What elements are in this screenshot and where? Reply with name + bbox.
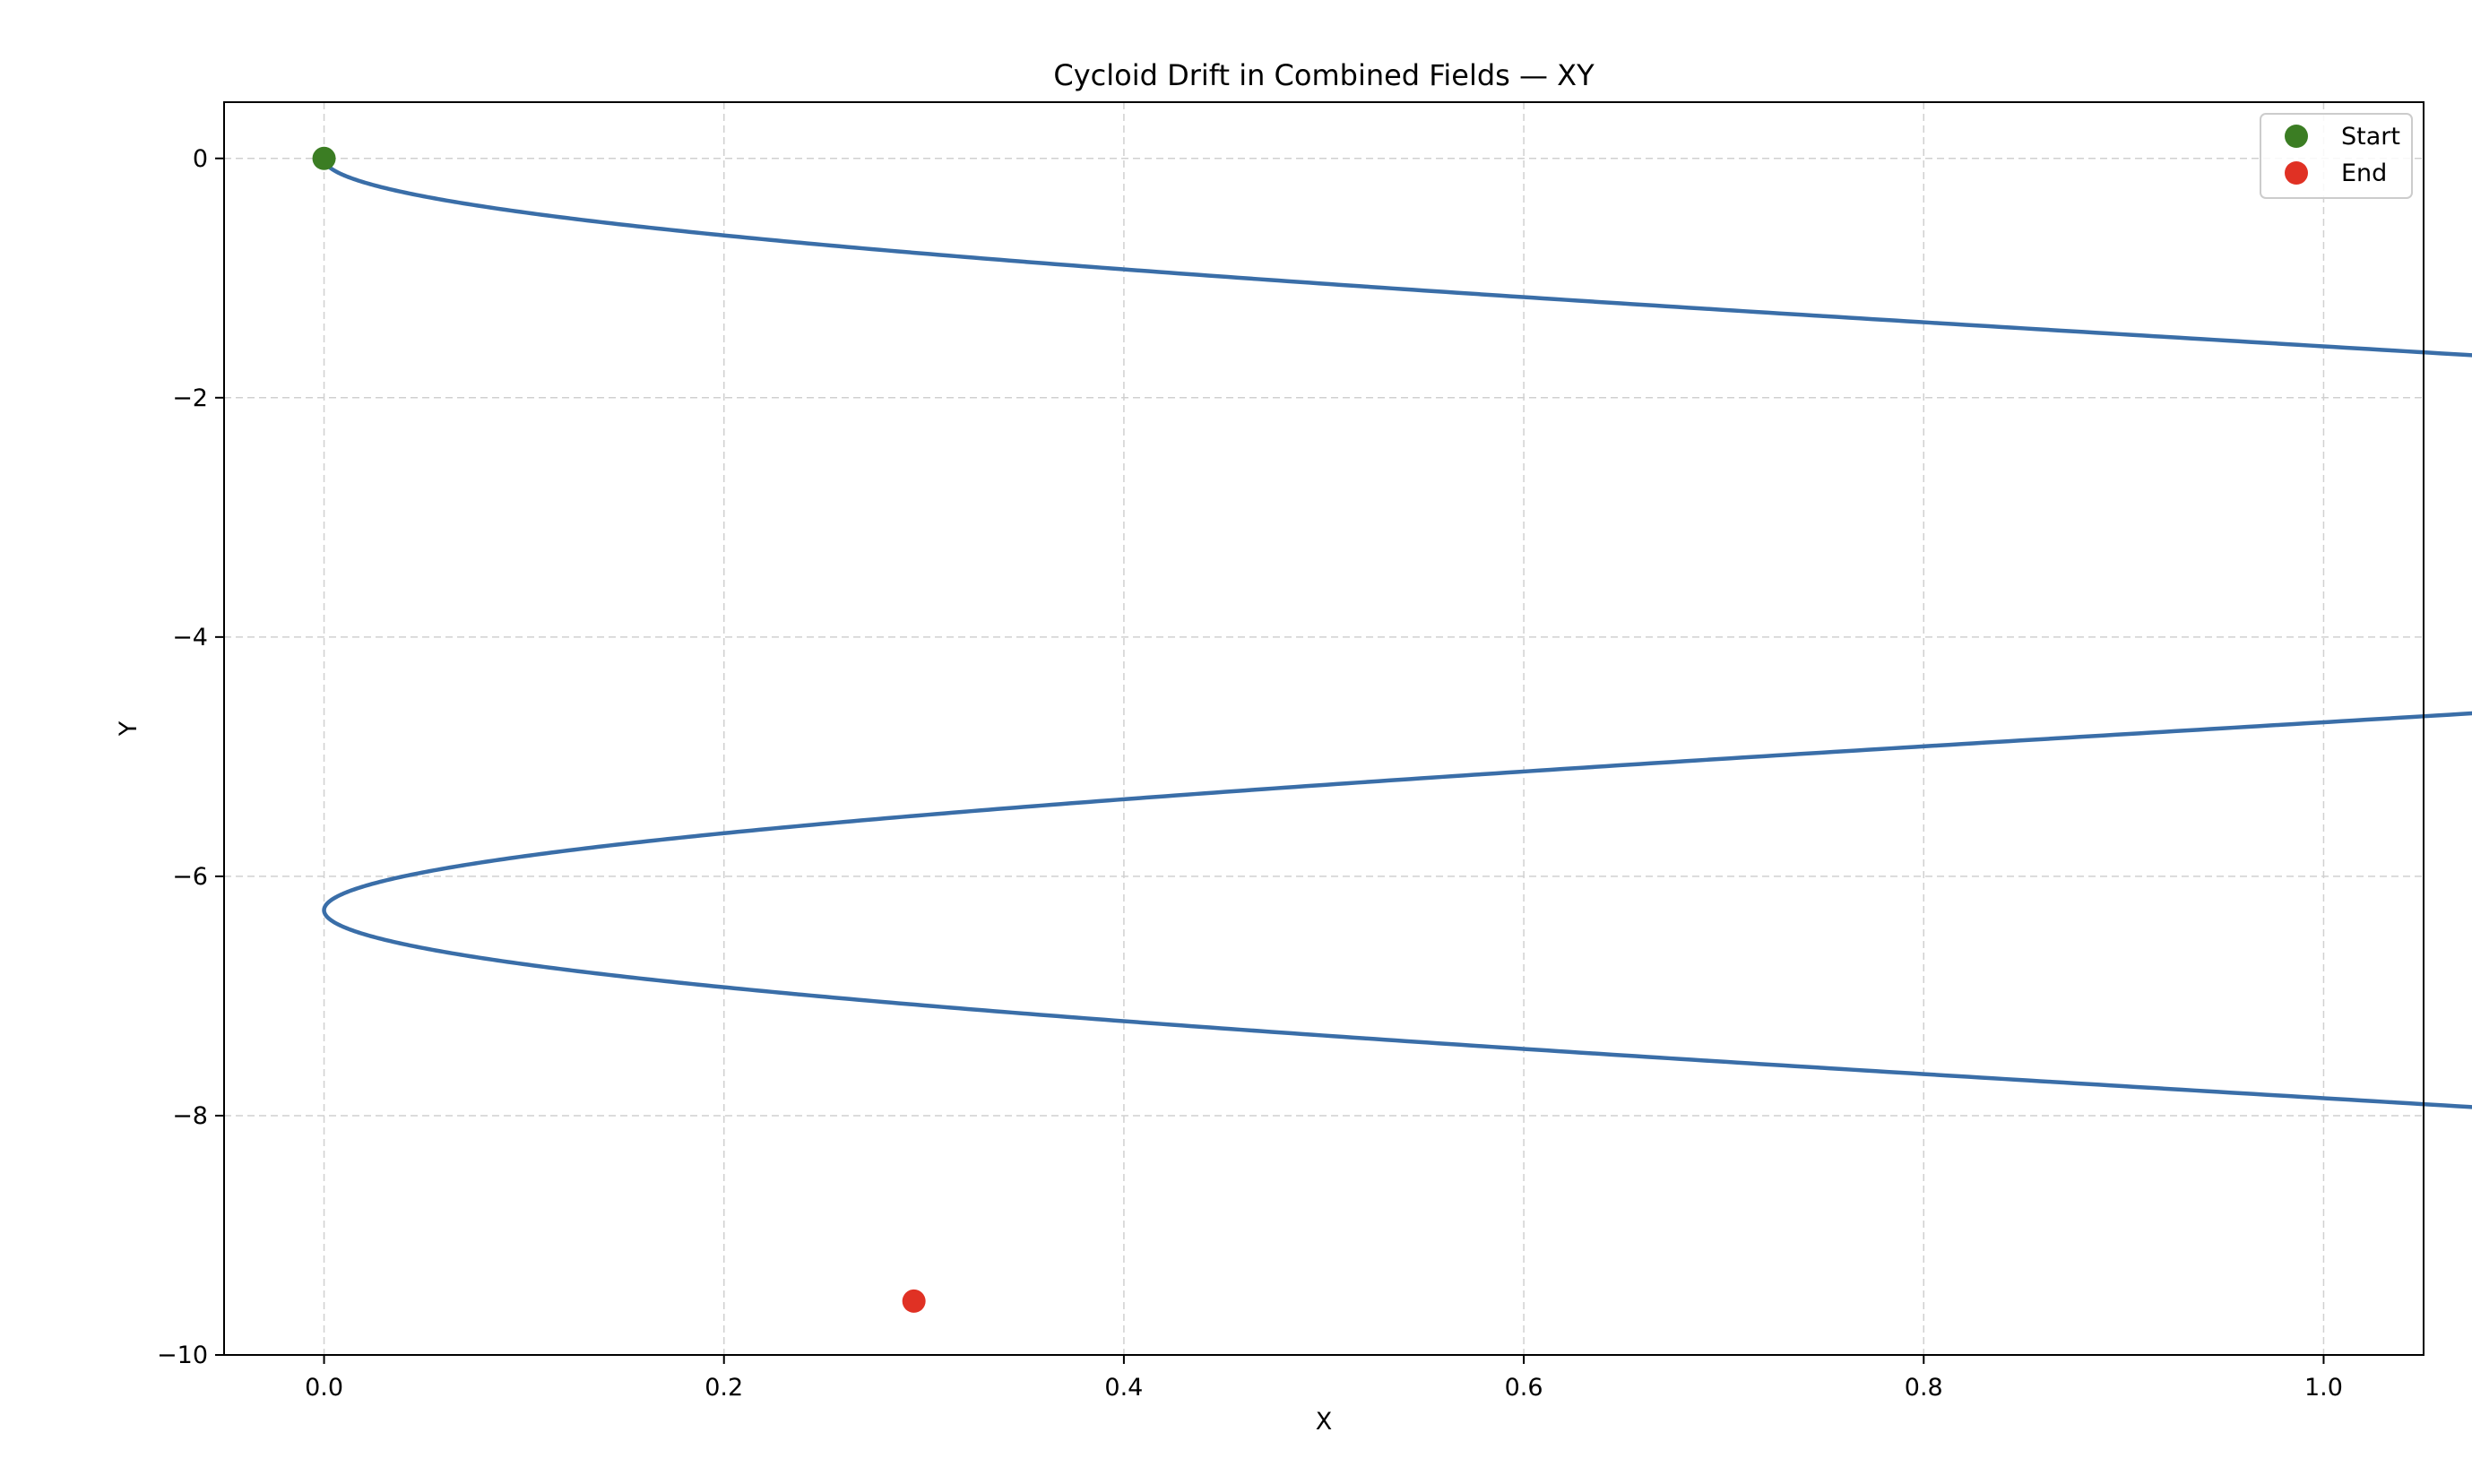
y-axis-ticks: 0 −2 −4 −6 −8 −10	[157, 145, 224, 1369]
legend: Start End	[2260, 113, 2413, 199]
endpoint-markers	[312, 146, 926, 1313]
y-tick-label: 0	[193, 145, 208, 173]
x-tick-label: 0.2	[704, 1374, 743, 1402]
x-tick-label: 0.8	[1905, 1374, 1943, 1402]
x-tick-label: 1.0	[2304, 1374, 2343, 1402]
y-tick-label: −2	[172, 384, 208, 412]
end-marker	[902, 1289, 926, 1313]
trajectory-path	[322, 156, 2472, 1109]
x-tick-label: 0.4	[1104, 1374, 1143, 1402]
y-tick-label: −4	[172, 624, 208, 651]
y-tick-label: −10	[157, 1342, 208, 1369]
y-tick-label: −8	[172, 1102, 208, 1130]
start-marker	[312, 146, 336, 170]
legend-end-label: End	[2341, 160, 2387, 187]
x-tick-label: 0.6	[1505, 1374, 1543, 1402]
trajectory-curve	[322, 156, 2472, 1109]
x-tick-label: 0.0	[305, 1374, 343, 1402]
plot-frame	[223, 101, 2424, 1356]
x-axis-title: X	[1316, 1408, 1333, 1436]
y-axis-title: Y	[115, 720, 143, 737]
chart-title: Cycloid Drift in Combined Fields — XY	[1053, 58, 1595, 92]
y-tick-label: −6	[172, 863, 208, 891]
x-axis-ticks: 0.0 0.2 0.4 0.6 0.8 1.0	[305, 1355, 2343, 1402]
legend-start-swatch	[2285, 125, 2308, 148]
legend-end-swatch	[2285, 161, 2308, 185]
grid	[224, 102, 2424, 1356]
legend-start-label: Start	[2341, 123, 2400, 151]
